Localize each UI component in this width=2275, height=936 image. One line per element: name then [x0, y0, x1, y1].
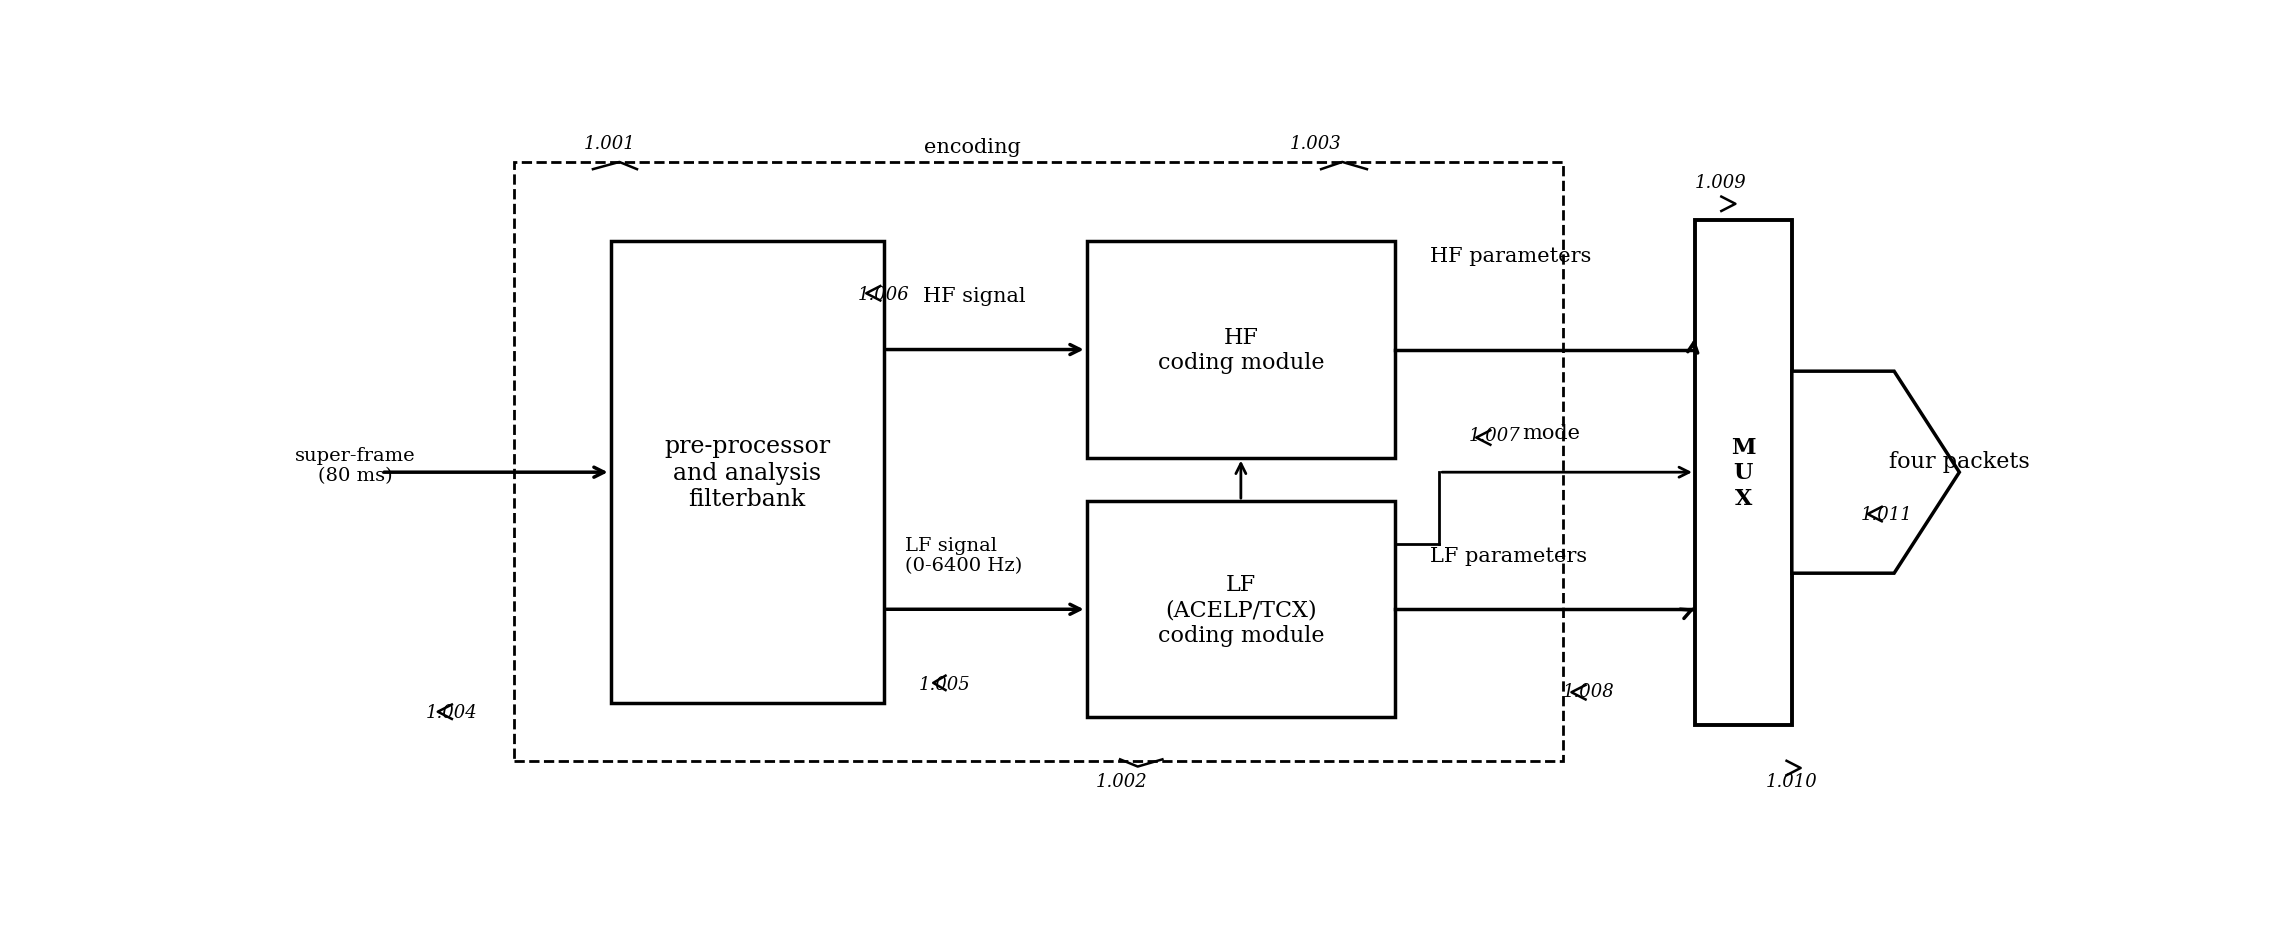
- Text: LF signal
(0-6400 Hz): LF signal (0-6400 Hz): [905, 536, 1021, 575]
- Text: HF signal: HF signal: [924, 286, 1026, 305]
- Text: super-frame
(80 ms): super-frame (80 ms): [293, 446, 416, 485]
- Text: 1.008: 1.008: [1563, 682, 1615, 700]
- Polygon shape: [1793, 372, 1959, 574]
- Text: mode: mode: [1522, 424, 1581, 443]
- Bar: [1087, 502, 1395, 718]
- Text: LF
(ACELP/TCX)
coding module: LF (ACELP/TCX) coding module: [1158, 573, 1324, 646]
- Text: 1.001: 1.001: [585, 135, 635, 153]
- Text: encoding: encoding: [924, 138, 1021, 156]
- Bar: [1695, 221, 1793, 724]
- Text: pre-processor
and analysis
filterbank: pre-processor and analysis filterbank: [664, 434, 830, 511]
- Text: LF parameters: LF parameters: [1431, 546, 1588, 565]
- Text: 1.009: 1.009: [1695, 174, 1747, 192]
- Text: four packets: four packets: [1888, 451, 2029, 473]
- Text: HF parameters: HF parameters: [1431, 247, 1592, 266]
- Text: 1.006: 1.006: [858, 285, 910, 303]
- Text: 1.011: 1.011: [1861, 505, 1913, 523]
- Bar: [1087, 242, 1395, 459]
- Text: 1.003: 1.003: [1290, 135, 1340, 153]
- Bar: [514, 163, 1563, 761]
- Text: 1.002: 1.002: [1097, 772, 1147, 790]
- Text: 1.005: 1.005: [919, 675, 971, 693]
- Bar: [610, 242, 883, 703]
- Text: M
U
X: M U X: [1731, 436, 1756, 509]
- Text: HF
coding module: HF coding module: [1158, 327, 1324, 373]
- Text: 1.007: 1.007: [1470, 426, 1522, 445]
- Text: 1.004: 1.004: [425, 704, 478, 722]
- Text: 1.010: 1.010: [1765, 772, 1818, 790]
